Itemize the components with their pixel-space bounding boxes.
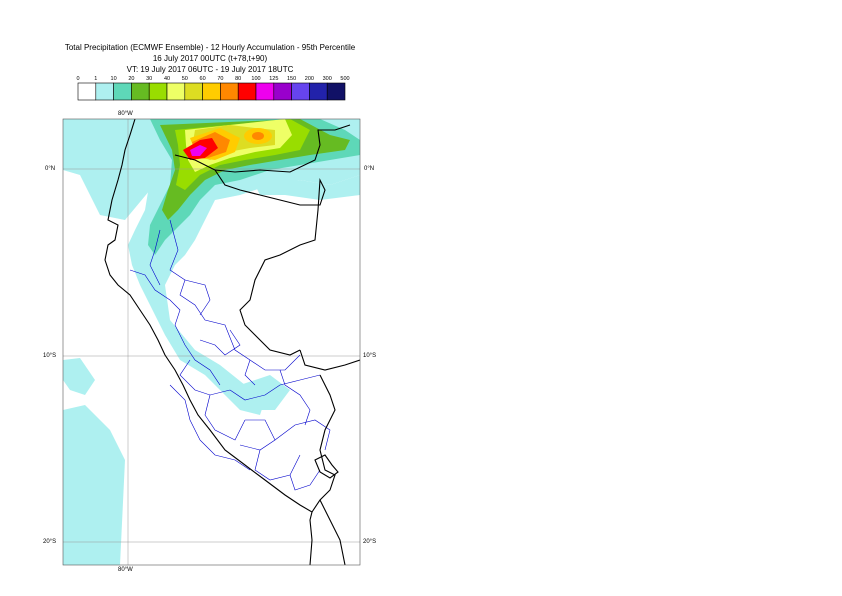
precip-patch-central (240, 375, 290, 410)
map-frame (62, 118, 361, 566)
precip-band-offshore-south (63, 358, 95, 395)
legend-tick-label: 0 (76, 76, 79, 82)
precip-band-offshore-southwest (63, 405, 125, 565)
border-colombia (214, 124, 351, 173)
legend-tick-label: 125 (269, 76, 278, 82)
legend-tick-label: 80 (235, 76, 241, 82)
lat-label-right-20s: 20°S (363, 539, 377, 545)
lat-label-left-20s: 20°S (43, 539, 57, 545)
lat-label-left-0: 0°N (45, 166, 56, 172)
legend-tick-label: 20 (128, 76, 134, 82)
title-line-2: 16 July 2017 00UTC (t+78,t+90) (152, 54, 268, 63)
coastline-pacific (104, 119, 313, 565)
lon-label-top: 80°W (118, 111, 133, 117)
lat-label-left-10s: 10°S (43, 353, 57, 359)
legend-tick-label: 60 (200, 76, 206, 82)
precip-band-east (255, 175, 360, 200)
legend-swatch (326, 82, 346, 101)
lake-titicaca (314, 454, 339, 479)
title-line-3: VT: 19 July 2017 06UTC - 19 July 2017 18… (126, 65, 294, 74)
border-chile (319, 499, 346, 565)
lon-label-bottom: 80°W (118, 567, 133, 573)
legend-tick-label: 100 (251, 76, 260, 82)
legend-tick-label: 40 (164, 76, 170, 82)
color-legend: 0 1 10 20 30 40 50 60 70 80 100 125 150 200 300 500 (76, 76, 350, 101)
lat-label-right-10s: 10°S (363, 353, 377, 359)
legend-tick-label: 70 (217, 76, 223, 82)
legend-tick-label: 30 (146, 76, 152, 82)
border-peru-ecuador (174, 154, 261, 196)
coastlines-and-borders (104, 119, 360, 565)
border-bolivia (299, 349, 360, 513)
border-brazil (239, 177, 326, 356)
title-line-1: Total Precipitation (ECMWF Ensemble) - 1… (64, 43, 356, 52)
legend-tick-label: 10 (111, 76, 117, 82)
legend-tick-label: 300 (323, 76, 332, 82)
legend-tick-label: 150 (287, 76, 296, 82)
legend-tick-label: 50 (182, 76, 188, 82)
graticule (63, 119, 360, 565)
legend-tick-label: 1 (94, 76, 97, 82)
legend-tick-label: 200 (305, 76, 314, 82)
lat-label-right-0: 0°N (364, 166, 375, 172)
admin-borders (129, 219, 331, 491)
precip-magenta (190, 145, 207, 156)
legend-tick-label: 500 (340, 76, 349, 82)
